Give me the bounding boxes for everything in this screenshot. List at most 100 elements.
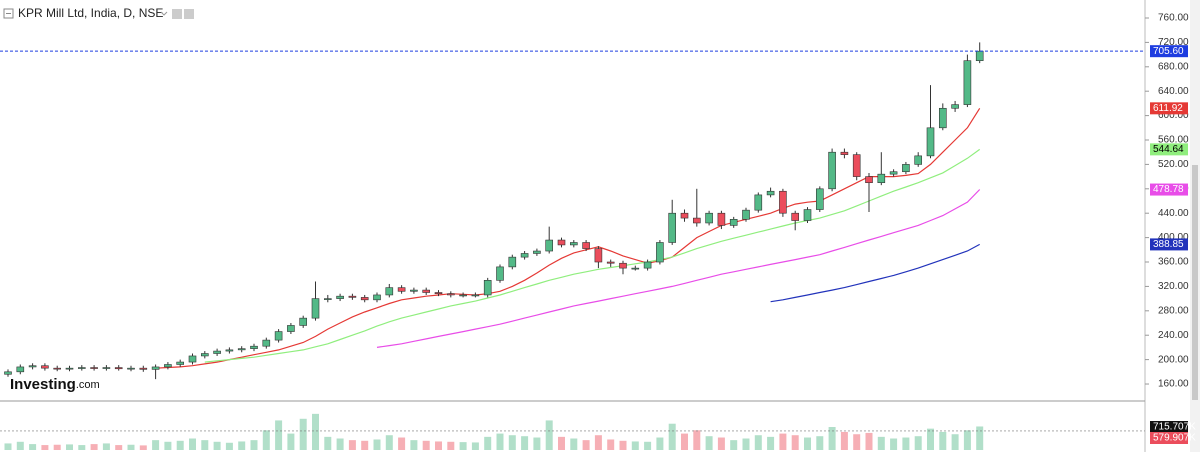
collapse-icon[interactable] — [3, 8, 14, 19]
candle-body — [631, 267, 640, 270]
y-tick-label: 440.00 — [1158, 208, 1189, 219]
candle-body — [852, 154, 861, 177]
candle-body — [41, 365, 49, 369]
candle-body — [877, 173, 886, 184]
candle-body — [53, 367, 62, 370]
moving-average-line — [770, 243, 980, 303]
volume-bar — [435, 441, 442, 450]
candle-body — [557, 239, 566, 246]
volume-bar — [66, 444, 73, 450]
candle-body — [975, 50, 984, 61]
candle-body — [102, 367, 111, 369]
volume-bar — [348, 440, 356, 450]
candle-body — [938, 107, 947, 129]
volume-bar — [312, 413, 319, 450]
moving-average-label-box — [1150, 143, 1188, 156]
volume-bar — [804, 437, 811, 450]
volume-bar — [152, 440, 160, 450]
y-tick-label: 200.00 — [1158, 354, 1189, 365]
volume-bar — [754, 435, 762, 450]
volume-bar — [361, 440, 369, 450]
candle-body — [902, 164, 910, 173]
candle-body — [348, 295, 357, 298]
candle-body — [766, 190, 775, 196]
moving-average-label: 544.64 — [1153, 144, 1184, 155]
volume-bar — [250, 440, 258, 450]
candle-body — [287, 325, 295, 332]
candle-body — [791, 212, 800, 221]
volume-bar — [656, 437, 664, 450]
volume-bar — [201, 440, 209, 450]
scrollbar-thumb[interactable] — [1192, 165, 1198, 400]
candle-body — [545, 239, 554, 252]
candle-body — [323, 298, 332, 300]
candle-body — [176, 361, 184, 365]
candle-body — [151, 366, 160, 370]
volume-bar — [385, 435, 393, 450]
close-icon[interactable] — [184, 9, 194, 19]
candle-body — [385, 287, 394, 296]
moving-average-label-box — [1150, 183, 1188, 196]
settings-icon[interactable] — [172, 9, 182, 19]
volume-bar — [976, 426, 984, 450]
candle-body — [262, 339, 271, 347]
logo-brand: Investing — [10, 376, 76, 393]
candle-body — [914, 155, 923, 165]
volume-bar — [471, 442, 479, 450]
volume-bar — [16, 441, 24, 450]
volume-bar — [558, 436, 565, 450]
candle-body — [619, 262, 627, 269]
candle-body — [705, 212, 713, 224]
y-tick-label: 160.00 — [1158, 379, 1189, 390]
candle-body — [582, 242, 590, 249]
volume-bar — [90, 444, 98, 450]
candle-body — [840, 151, 849, 155]
volume-bar — [816, 436, 824, 450]
moving-average-label-box — [1150, 102, 1188, 115]
moving-average-line — [204, 148, 981, 363]
volume-bar — [139, 445, 147, 450]
volume-bar — [410, 440, 418, 450]
candle-body — [815, 188, 824, 210]
candle-body — [717, 212, 726, 226]
volume-bar — [963, 430, 971, 450]
volume-bar — [422, 440, 430, 450]
volume-bar — [508, 435, 516, 450]
candle-body — [225, 349, 234, 352]
dropdown-icon[interactable] — [160, 11, 168, 16]
volume-bar — [594, 435, 602, 450]
last-price-label: 705.60 — [1153, 46, 1184, 57]
candle-body — [422, 289, 431, 293]
candle-body — [594, 248, 603, 263]
candle-body — [164, 364, 172, 368]
y-tick-label: 560.00 — [1158, 135, 1189, 146]
logo: Investing.com — [10, 376, 100, 393]
moving-average-label: 388.85 — [1153, 239, 1184, 250]
volume-bar — [336, 438, 344, 450]
volume-bar — [164, 441, 172, 450]
volume-bar — [582, 440, 590, 450]
y-tick-label: 240.00 — [1158, 330, 1189, 341]
volume-bar — [447, 441, 455, 450]
volume-bar — [533, 437, 541, 450]
moving-average-label: 611.92 — [1153, 103, 1183, 114]
candle-body — [237, 348, 246, 351]
volume-bar — [127, 444, 135, 450]
candle-body — [692, 217, 701, 224]
candle-body — [114, 367, 123, 370]
candle-body — [742, 209, 750, 220]
candle-body — [65, 367, 74, 370]
volume-bar — [681, 433, 688, 450]
volume-bar — [4, 443, 12, 450]
candle-body — [16, 366, 25, 373]
candle-body — [459, 294, 467, 297]
candle-body — [680, 212, 689, 219]
volume-bar — [521, 436, 529, 450]
volume-bar — [78, 445, 86, 450]
candle-body — [483, 280, 492, 296]
volume-last-label: 715.707K — [1153, 422, 1196, 433]
volume-bar — [877, 436, 885, 450]
y-tick-label: 360.00 — [1158, 257, 1189, 268]
